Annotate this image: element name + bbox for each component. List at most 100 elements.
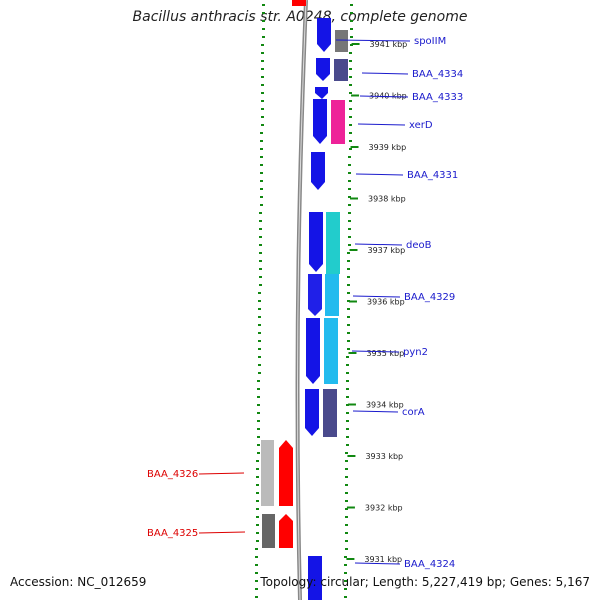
gc-dot — [259, 244, 262, 246]
gc-dot — [346, 420, 349, 422]
gc-dot — [258, 300, 261, 302]
gc-dot — [261, 60, 264, 62]
tick-label: 3937 kbp — [368, 246, 406, 255]
gc-dot — [344, 572, 347, 574]
gc-dot — [260, 188, 263, 190]
gc-dot — [257, 436, 260, 438]
gene-arrow-spoIIM — [317, 18, 331, 52]
gc-dot — [347, 300, 350, 302]
gc-dot — [261, 116, 264, 118]
gc-dot — [261, 52, 264, 54]
gc-dot — [350, 36, 353, 38]
gene-arrow-BAA_4334 — [316, 58, 330, 81]
gc-dot — [258, 324, 261, 326]
gc-dot — [346, 412, 349, 414]
gc-dot — [259, 252, 262, 254]
gc-dot — [346, 428, 349, 430]
gc-dot — [257, 388, 260, 390]
gc-dot — [259, 284, 262, 286]
gc-dot — [255, 596, 258, 598]
gc-dot — [260, 172, 263, 174]
gc-dot — [350, 44, 353, 46]
gc-dot — [260, 180, 263, 182]
gc-dot — [255, 580, 258, 582]
gc-dot — [347, 260, 350, 262]
gc-dot — [257, 396, 260, 398]
gene-arrow-BAA_4329 — [308, 274, 322, 316]
gc-dot — [260, 132, 263, 134]
gene-arrow-BAA_4326 — [279, 440, 293, 506]
gc-dot — [348, 164, 351, 166]
gc-dot — [346, 356, 349, 358]
leader-line — [351, 350, 400, 353]
gc-dot — [347, 316, 350, 318]
gene-label-pyn2: pyn2 — [403, 347, 428, 358]
leader-line — [361, 72, 409, 75]
tick-label: 3939 kbp — [369, 143, 407, 152]
gc-dot — [344, 588, 347, 590]
gc-dot — [256, 532, 259, 534]
gc-dot — [349, 148, 352, 150]
cog-block-BAA_4325 — [262, 514, 275, 548]
gene-label-BAA_4325: BAA_4325 — [147, 528, 198, 539]
gc-dot — [258, 364, 261, 366]
gc-dot — [346, 436, 349, 438]
leader-line — [354, 243, 403, 246]
gc-dot — [347, 268, 350, 270]
gc-dot — [350, 20, 353, 22]
gc-dot — [348, 204, 351, 206]
gc-dot — [257, 428, 260, 430]
gc-dot — [345, 516, 348, 518]
map-title: Bacillus anthracis str. A0248, complete … — [132, 9, 468, 25]
gene-arrow-xerD — [313, 99, 327, 144]
gc-dot — [349, 132, 352, 134]
gc-dot — [256, 492, 259, 494]
gc-dot — [261, 84, 264, 86]
gc-dot — [259, 268, 262, 270]
gc-dot — [255, 556, 258, 558]
gc-dot — [257, 452, 260, 454]
gc-dot — [255, 588, 258, 590]
gene-arrow-BAA_4331 — [311, 152, 325, 190]
gc-dot — [261, 76, 264, 78]
tick-label: 3936 kbp — [367, 298, 405, 307]
gc-dot — [344, 596, 347, 598]
leader-line — [198, 531, 246, 534]
gc-dot — [350, 28, 353, 30]
gene-label-corA: corA — [402, 407, 425, 418]
gene-label-spoIIM: spoIIM — [414, 36, 446, 47]
gc-dot — [258, 332, 261, 334]
gc-dot — [261, 68, 264, 70]
gc-dot — [258, 340, 261, 342]
gc-dot — [258, 356, 261, 358]
gene-label-xerD: xerD — [409, 120, 433, 131]
gc-dot — [256, 484, 259, 486]
gc-dot — [256, 460, 259, 462]
cog-block-xerD — [331, 100, 345, 144]
gc-dot — [257, 380, 260, 382]
gc-dot — [259, 260, 262, 262]
gc-dot — [345, 484, 348, 486]
gc-dot — [345, 460, 348, 462]
gc-dot — [348, 156, 351, 158]
gc-dot — [349, 92, 352, 94]
gc-track-right — [344, 4, 353, 598]
gc-dot — [260, 164, 263, 166]
gene-label-BAA_4329: BAA_4329 — [404, 292, 455, 303]
tick-label: 3941 kbp — [370, 40, 408, 49]
gc-dot — [256, 508, 259, 510]
gc-dot — [258, 316, 261, 318]
gc-dot — [257, 420, 260, 422]
cog-block-BAA_4334 — [334, 59, 348, 81]
gc-dot — [348, 188, 351, 190]
gc-dot — [348, 228, 351, 230]
gene-label-BAA_4331: BAA_4331 — [407, 170, 458, 181]
leader-line — [352, 295, 401, 298]
gc-dot — [258, 372, 261, 374]
leader-line — [198, 472, 245, 475]
gene-arrow-BAA_4333 — [315, 87, 328, 99]
gc-dot — [260, 204, 263, 206]
gc-dot — [255, 564, 258, 566]
tick-label: 3932 kbp — [365, 504, 403, 513]
cog-block-pyn2 — [324, 318, 338, 384]
